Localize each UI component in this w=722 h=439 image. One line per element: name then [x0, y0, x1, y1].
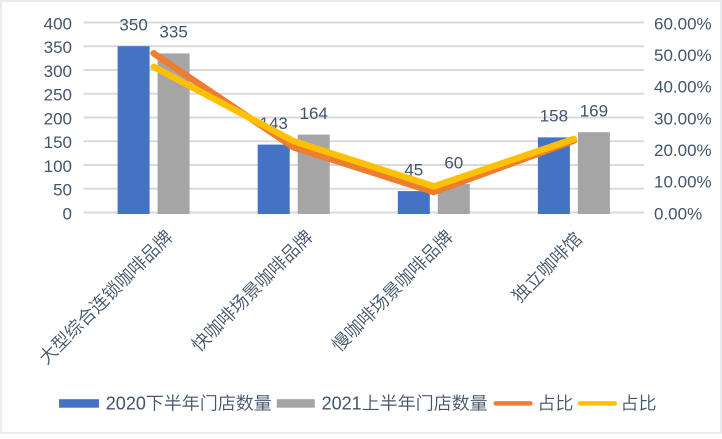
- svg-text:2020: 2020: [106, 394, 146, 414]
- svg-text:250: 250: [44, 86, 72, 105]
- svg-text:100: 100: [44, 157, 72, 176]
- svg-text:300: 300: [44, 62, 72, 81]
- svg-text:10.00%: 10.00%: [654, 173, 712, 192]
- svg-text:400: 400: [44, 14, 72, 33]
- svg-text:20.00%: 20.00%: [654, 141, 712, 160]
- svg-text:350: 350: [44, 38, 72, 57]
- svg-text:50.00%: 50.00%: [654, 46, 712, 65]
- svg-text:350: 350: [119, 16, 147, 35]
- svg-text:60: 60: [444, 153, 463, 172]
- svg-text:200: 200: [44, 109, 72, 128]
- svg-text:45: 45: [404, 160, 423, 179]
- svg-text:164: 164: [300, 104, 328, 123]
- svg-text:169: 169: [580, 102, 608, 121]
- svg-text:2021: 2021: [322, 394, 362, 414]
- svg-text:60.00%: 60.00%: [654, 14, 712, 33]
- svg-text:30.00%: 30.00%: [654, 109, 712, 128]
- svg-text:0.00%: 0.00%: [654, 204, 702, 223]
- svg-text:40.00%: 40.00%: [654, 78, 712, 97]
- svg-text:158: 158: [540, 107, 568, 126]
- svg-text:0: 0: [63, 204, 72, 223]
- svg-text:150: 150: [44, 133, 72, 152]
- svg-text:50: 50: [53, 181, 72, 200]
- svg-text:335: 335: [159, 23, 187, 42]
